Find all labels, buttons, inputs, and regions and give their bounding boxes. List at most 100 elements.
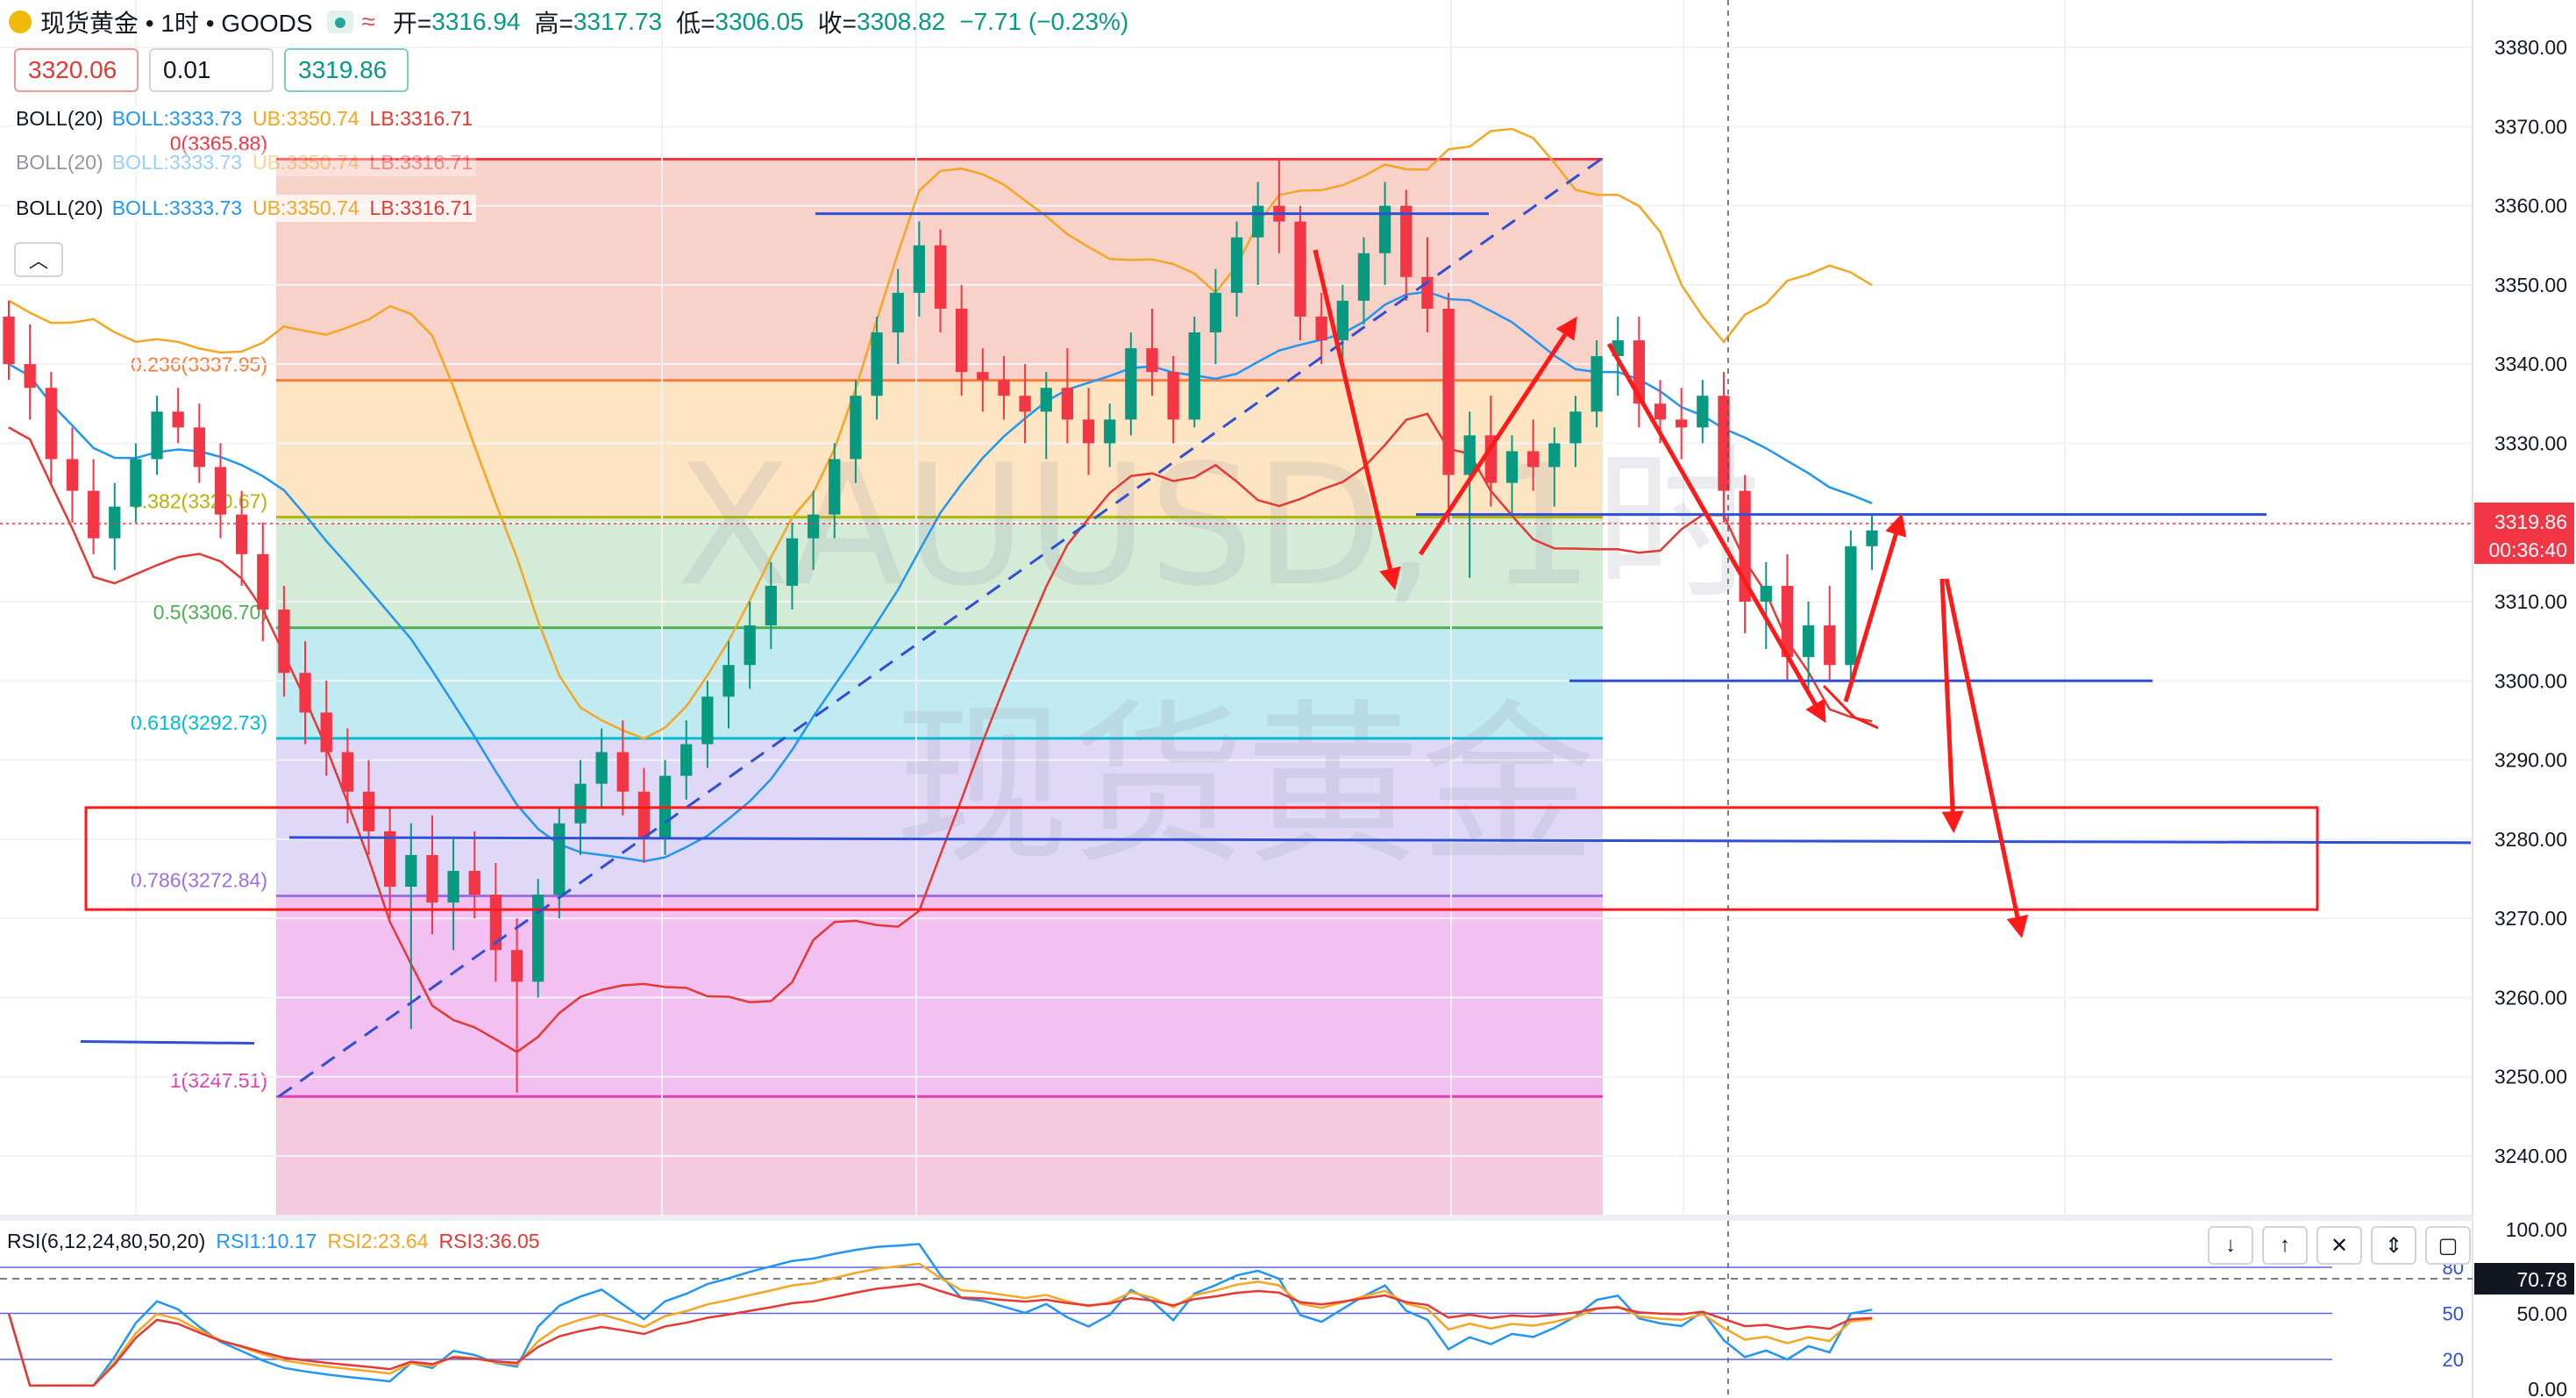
candle-body[interactable] [1845,546,1857,666]
price-axis[interactable]: 3380.00 3370.00 3360.00 3350.00 3340.00 3330.… [2472,0,2576,1398]
candle-body[interactable] [956,308,968,373]
candle-body[interactable] [235,514,248,554]
support-zone-rectangle[interactable] [84,806,2319,911]
rsi-current-tag[interactable] [2474,1263,2574,1295]
horizontal-line[interactable] [80,1040,255,1045]
candle-body[interactable] [1760,585,1772,602]
candle-body[interactable] [637,791,651,839]
boll-legend-3[interactable]: BOLL(20) BOLL:3333.73 UB:3350.74 LB:3316.71 [12,195,477,222]
fibonacci-retracement[interactable]: 0(3365.88)0.236(3337.95)0.382(3320.67)0.… [131,132,1603,1215]
candle-body[interactable] [384,831,396,888]
boll-legend-2[interactable]: BOLL(20) BOLL:3333.73 UB:3350.74 LB:3316.71 [12,149,477,176]
candle-body[interactable] [341,752,354,792]
candle-body[interactable] [447,870,459,903]
candle-body[interactable] [1526,451,1540,467]
candle-body[interactable] [1569,411,1582,444]
candle-body[interactable] [595,752,608,784]
buy-price-button[interactable]: 3319.86 [284,48,409,92]
forecast-arrow[interactable] [1418,316,1577,556]
candle-body[interactable] [934,245,947,309]
candle-body[interactable] [1654,403,1667,420]
forecast-arrow[interactable] [1606,342,1826,724]
candle-body[interactable] [66,459,79,491]
collapse-icon[interactable]: ⇕ [2371,1226,2416,1265]
candle-body[interactable] [1209,292,1222,333]
candle-body[interactable] [871,332,883,396]
candle-body[interactable] [786,538,799,586]
quantity-input[interactable]: 0.01 [149,48,274,92]
forecast-arrow[interactable] [1843,513,1907,703]
sell-price-button[interactable]: 3320.06 [14,48,139,92]
candle-body[interactable] [1718,396,1730,491]
forecast-arrow[interactable] [1944,578,2029,938]
candle-body[interactable] [193,427,205,467]
candle-body[interactable] [1230,237,1243,293]
candlestick-series[interactable] [3,158,1878,1093]
candle-body[interactable] [278,610,290,674]
candle-body[interactable] [172,411,184,428]
candle-body[interactable] [130,459,142,507]
candle-body[interactable] [722,665,735,697]
candle-body[interactable] [426,854,438,903]
candle-body[interactable] [765,585,777,626]
candle-body[interactable] [299,673,311,713]
candle-body[interactable] [1357,253,1370,301]
candle-body[interactable] [1484,435,1497,483]
candle-body[interactable] [87,490,100,539]
candle-body[interactable] [1188,332,1200,420]
candle-body[interactable] [1125,348,1137,420]
close-icon[interactable]: ✕ [2316,1226,2362,1265]
user-drawings[interactable] [0,0,2473,1398]
candle-body[interactable] [1040,388,1052,412]
candle-body[interactable] [257,553,269,610]
horizontal-line[interactable] [288,836,2472,845]
candle-body[interactable] [1590,356,1603,412]
candle-body[interactable] [405,854,417,888]
maximize-icon[interactable]: ▢ [2425,1226,2471,1265]
candle-body[interactable] [214,467,227,515]
arrow-up-icon[interactable]: ↑ [2262,1226,2308,1265]
candle-body[interactable] [1866,530,1878,546]
candle-body[interactable] [977,372,989,381]
candle-body[interactable] [616,752,629,792]
candle-body[interactable] [1315,316,1327,341]
candle-body[interactable] [744,625,756,666]
forecast-arrow[interactable] [1939,578,1964,833]
candle-body[interactable] [320,712,332,752]
candle-body[interactable] [109,506,121,539]
candle-body[interactable] [1082,419,1095,444]
forecast-path[interactable] [1822,684,1879,730]
candle-body[interactable] [151,411,163,460]
candle-body[interactable] [680,744,693,776]
pane-separator[interactable] [0,1215,2473,1221]
candle-body[interactable] [468,870,480,895]
candle-body[interactable] [1697,396,1709,428]
candle-body[interactable] [1146,348,1158,373]
candle-body[interactable] [3,316,15,365]
candle-body[interactable] [1676,419,1688,428]
current-price-tag[interactable] [2474,502,2574,564]
symbol-title[interactable]: 现货黄金 • 1时 • GOODS [40,10,313,37]
candle-body[interactable] [24,364,36,389]
candle-body[interactable] [829,459,841,515]
rsi-legend[interactable]: RSI(6,12,24,80,50,20) RSI1:10.17 RSI2:23.6… [7,1230,540,1252]
candle-body[interactable] [1378,205,1391,253]
candle-body[interactable] [1802,625,1815,658]
candle-body[interactable] [1463,435,1476,475]
candle-body[interactable] [892,292,904,333]
candle-body[interactable] [1505,451,1519,483]
candle-body[interactable] [1442,308,1455,475]
candle-body[interactable] [701,696,714,745]
candle-body[interactable] [45,388,57,460]
candle-body[interactable] [1104,419,1116,444]
candle-body[interactable] [1252,205,1264,238]
chevron-up-icon[interactable]: ︿ [14,242,63,277]
candle-body[interactable] [1548,443,1561,467]
forecast-arrow[interactable] [1313,249,1401,590]
candle-body[interactable] [1019,396,1031,412]
candle-body[interactable] [553,823,566,895]
dashed-trendline[interactable] [278,158,1602,1098]
candle-body[interactable] [1824,625,1836,666]
